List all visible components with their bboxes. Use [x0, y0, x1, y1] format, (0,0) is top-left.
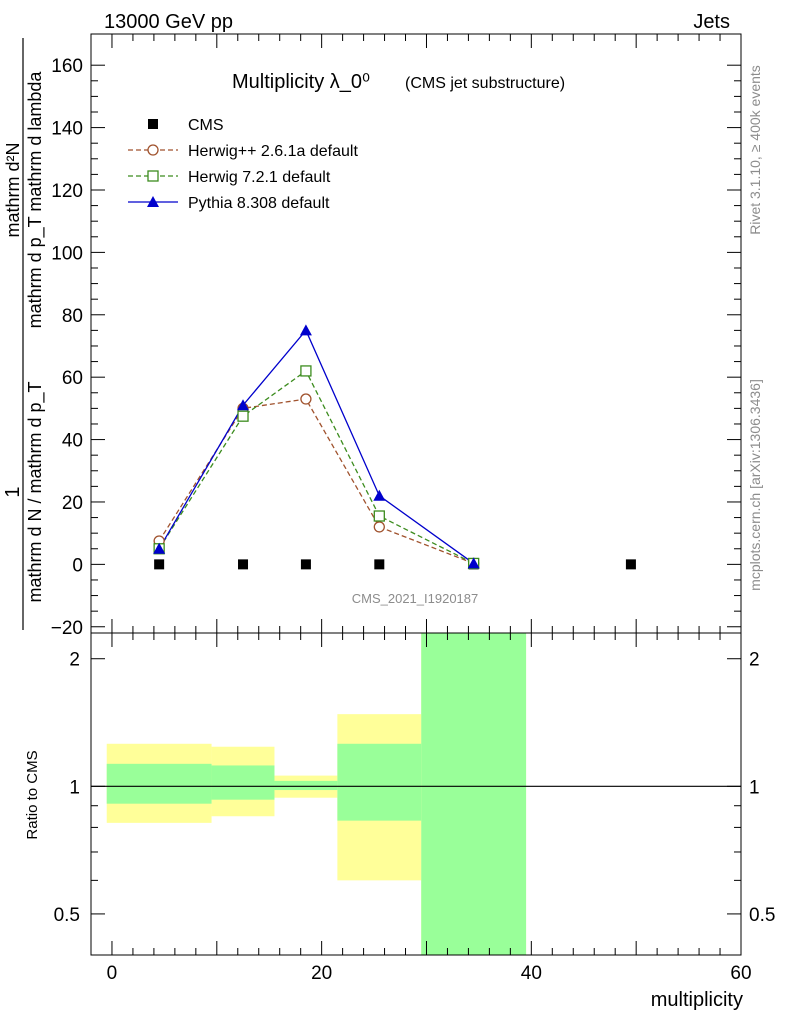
legend-marker-pythia: [147, 196, 159, 207]
legend-label-cms: CMS: [188, 117, 224, 134]
data-point-pythia: [237, 399, 250, 411]
data-point-cms: [238, 559, 249, 570]
ratio-plot-frame: [90, 632, 742, 956]
data-point-herwig721: [237, 410, 249, 422]
y-label-fraction-denominator: mathrm d N / mathrm d p_T: [25, 381, 46, 602]
mcplots-label: mcplots.cern.ch [arXiv:1306.3436]: [747, 379, 763, 591]
data-point-cms: [154, 559, 165, 570]
data-point-pythia: [299, 324, 312, 336]
legend-label-pythia: Pythia 8.308 default: [188, 195, 330, 212]
legend: CMS Herwig++ 2.6.1a default Herwig 7.2.1 d…: [128, 117, 358, 212]
data-point-pythia: [467, 557, 480, 569]
legend-marker-herwig261: [147, 144, 159, 156]
chart-title: Multiplicity λ_0⁰: [232, 71, 370, 93]
ratio-y-tick-label: 2: [749, 650, 760, 671]
y-tick-label: 140: [51, 119, 83, 140]
ratio-plot-marks: [91, 633, 741, 955]
y-tick-label: 40: [62, 431, 83, 452]
y-tick-label: 60: [62, 368, 83, 389]
ratio-stat-band: [211, 765, 275, 800]
rivet-version-label: Rivet 3.1.10, ≥ 400k events: [747, 65, 763, 235]
ratio-y-tick-label: 1: [69, 777, 80, 798]
ratio-axis-ticks: 0.5 0.51 12 20 20 40 60: [54, 633, 775, 984]
x-tick-label: 20: [311, 963, 332, 984]
main-plot-marks: [153, 324, 636, 570]
data-point-cms: [374, 559, 385, 570]
data-point-pythia: [373, 489, 386, 501]
y-tick-label: −20: [51, 618, 83, 639]
y-tick-label: 120: [51, 181, 83, 202]
y-label-derivative-denominator: mathrm d p_T mathrm d lambda: [25, 71, 46, 329]
x-tick-label: 0: [107, 963, 118, 984]
legend-label-herwig721: Herwig 7.2.1 default: [188, 169, 331, 186]
data-point-herwig261: [373, 521, 385, 533]
analysis-watermark: CMS_2021_I1920187: [352, 591, 479, 606]
x-tick-label: 40: [521, 963, 542, 984]
data-point-herwig721: [300, 365, 312, 377]
y-tick-label: 160: [51, 56, 83, 77]
ratio-y-tick-label: 0.5: [54, 905, 80, 926]
data-point-cms: [625, 559, 636, 570]
legend-marker-cms: [148, 119, 158, 129]
series-line-herwig261: [158, 398, 474, 565]
data-point-herwig721: [373, 510, 385, 522]
ratio-stat-band: [421, 633, 527, 955]
x-axis-label: multiplicity: [651, 989, 743, 1011]
data-point-pythia: [153, 542, 166, 554]
ratio-y-tick-label: 2: [69, 650, 80, 671]
y-tick-label: 80: [62, 306, 83, 327]
main-y-axis-label: 1 mathrm d N / mathrm d p_T mathrm d²N m…: [2, 38, 46, 630]
ratio-stat-band: [106, 763, 212, 804]
ratio-y-tick-label: 1: [749, 777, 760, 798]
y-tick-label: 100: [51, 243, 83, 264]
legend-label-herwig261: Herwig++ 2.6.1a default: [188, 143, 358, 160]
ratio-stat-band: [274, 780, 338, 791]
ratio-stat-band: [337, 743, 422, 821]
y-label-derivative-numerator: mathrm d²N: [3, 142, 23, 237]
y-tick-label: 20: [62, 493, 83, 514]
header-jets-label: Jets: [693, 11, 730, 33]
y-label-fraction-numerator: 1: [2, 486, 24, 497]
y-tick-label: 0: [72, 555, 83, 576]
series-line-pythia: [158, 329, 475, 564]
data-point-cms: [300, 559, 311, 570]
x-tick-label: 60: [730, 963, 751, 984]
data-point-herwig261: [300, 393, 312, 405]
ratio-y-axis-label: Ratio to CMS: [24, 750, 41, 839]
header-energy-label: 13000 GeV pp: [104, 11, 233, 33]
main-y-axis-ticks: −20 0 20 40 60 80 100 120 140 160: [51, 34, 742, 639]
ratio-y-tick-label: 0.5: [749, 905, 775, 926]
legend-marker-herwig721: [147, 170, 159, 182]
chart-subtitle: (CMS jet substructure): [405, 75, 565, 92]
